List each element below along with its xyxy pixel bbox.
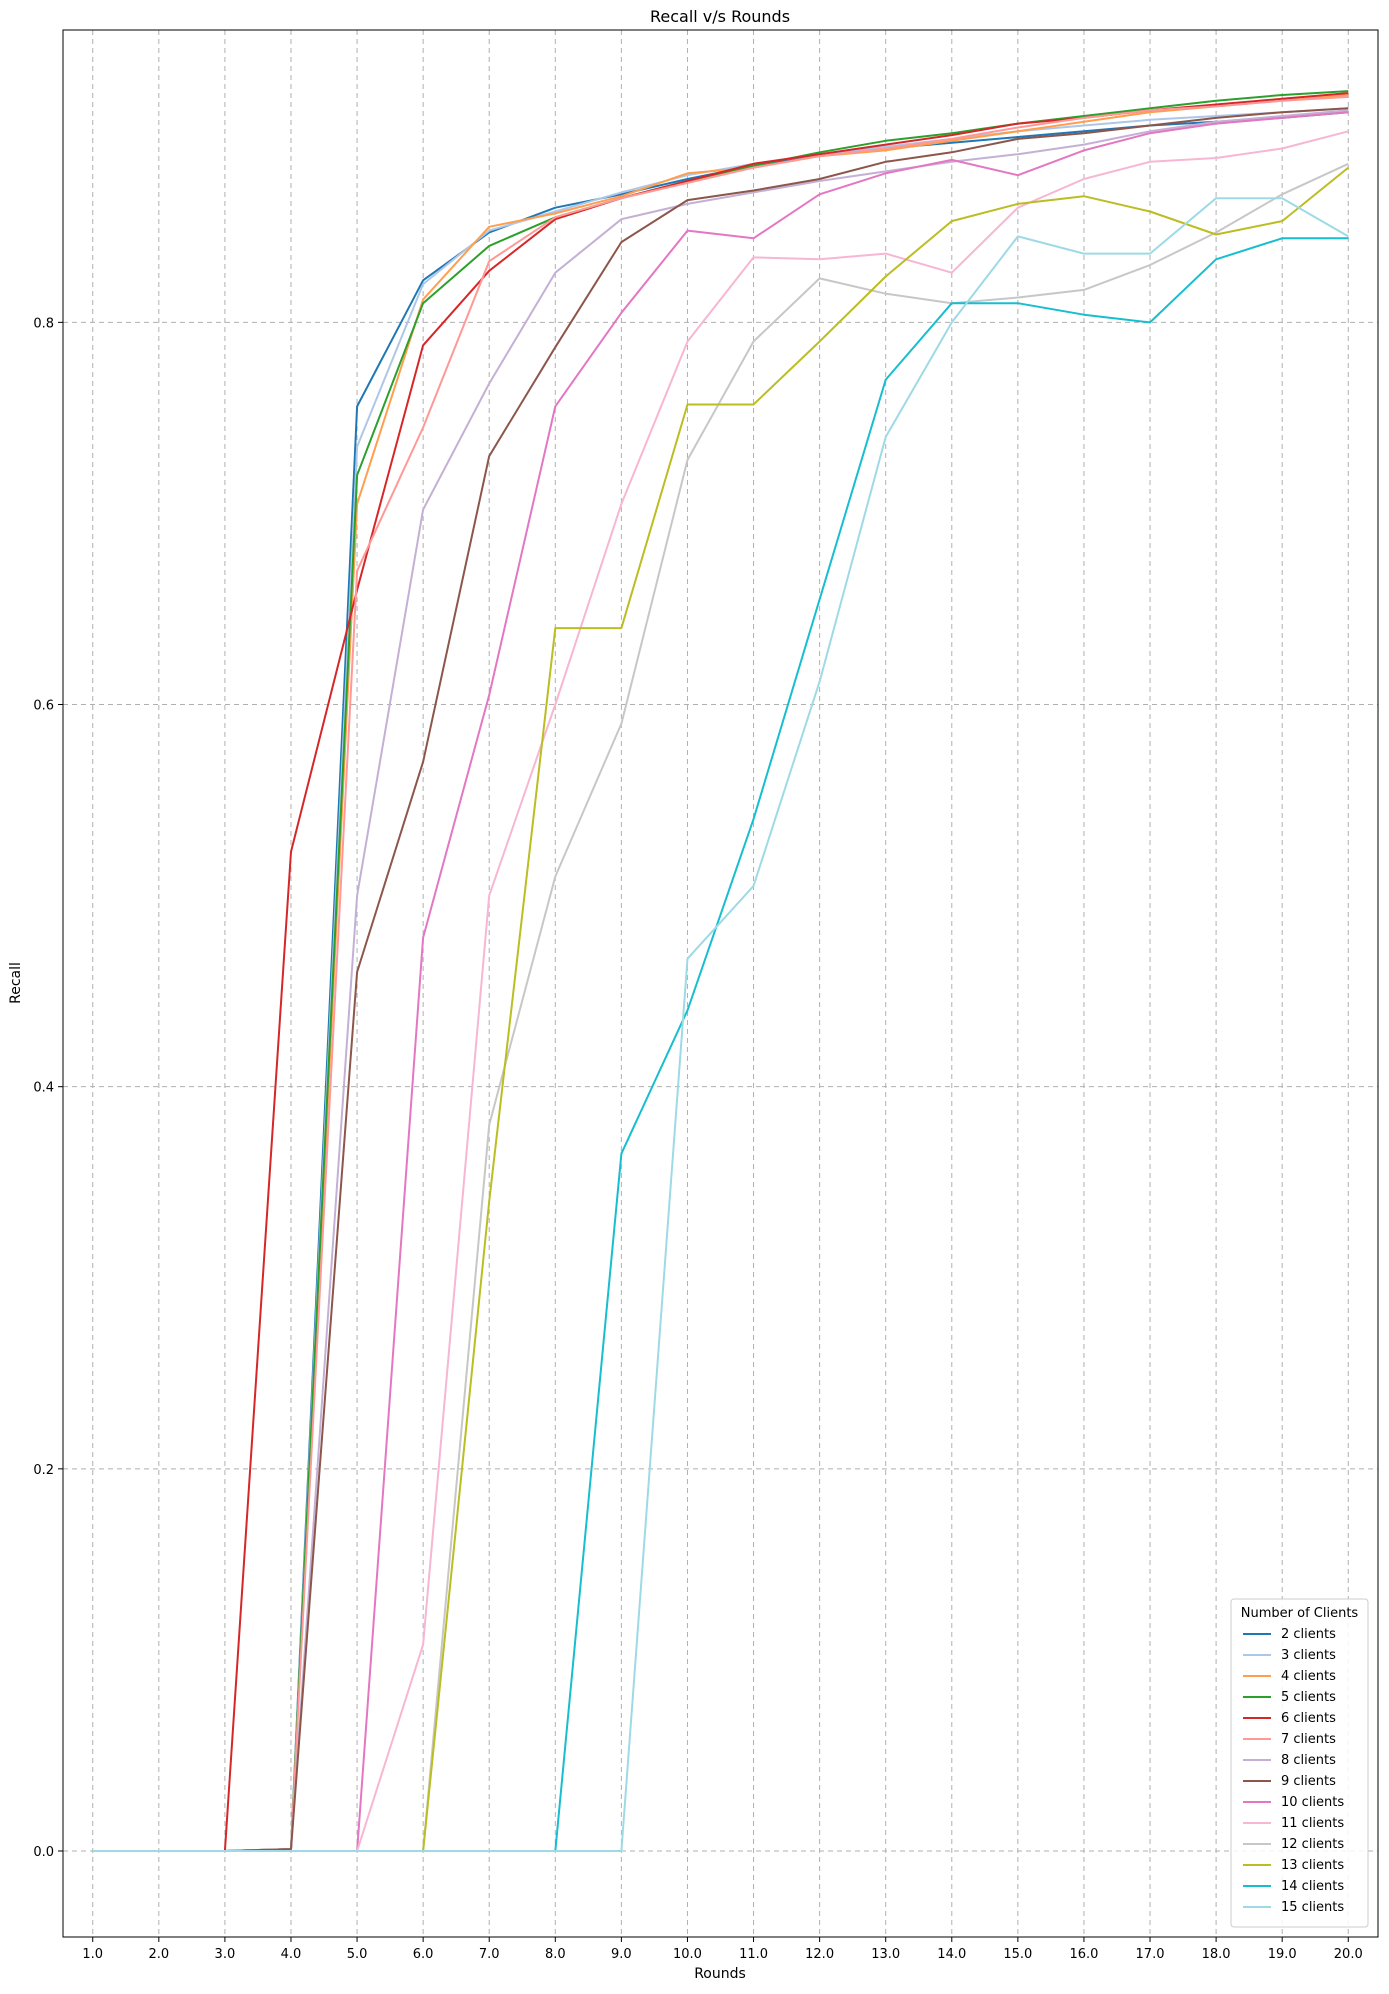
x-tick-label: 5.0 — [347, 1947, 368, 1962]
x-tick-label: 18.0 — [1202, 1947, 1231, 1962]
y-tick-label: 0.6 — [33, 699, 54, 714]
legend-entry-label: 15 clients — [1281, 1900, 1344, 1915]
legend-entry-label: 2 clients — [1281, 1627, 1336, 1642]
legend-entry-label: 7 clients — [1281, 1732, 1336, 1747]
legend-entry-label: 12 clients — [1281, 1837, 1344, 1852]
series-lines — [92, 90, 1349, 1852]
x-tick-label: 12.0 — [805, 1947, 834, 1962]
legend-entry-label: 3 clients — [1281, 1648, 1336, 1663]
chart-title: Recall v/s Rounds — [650, 7, 790, 26]
x-tick-label: 16.0 — [1069, 1947, 1098, 1962]
x-tick-label: 1.0 — [82, 1947, 103, 1962]
x-tick-label: 6.0 — [413, 1947, 434, 1962]
x-tick-label: 17.0 — [1136, 1947, 1165, 1962]
legend-entry-label: 4 clients — [1281, 1669, 1336, 1684]
y-axis-label: Recall — [8, 962, 24, 1004]
x-tick-label: 14.0 — [937, 1947, 966, 1962]
series-line-7-clients — [92, 95, 1349, 1852]
x-tick-label: 8.0 — [545, 1947, 566, 1962]
series-line-9-clients — [92, 107, 1349, 1852]
y-tick-label: 0.0 — [33, 1845, 54, 1860]
legend-entry-label: 11 clients — [1281, 1816, 1344, 1831]
x-tick-label: 19.0 — [1268, 1947, 1297, 1962]
legend-entry-label: 6 clients — [1281, 1711, 1336, 1726]
legend-entry-label: 5 clients — [1281, 1690, 1336, 1705]
x-tick-label: 2.0 — [148, 1947, 169, 1962]
x-tick-label: 15.0 — [1003, 1947, 1032, 1962]
y-tick-label: 0.4 — [33, 1081, 54, 1096]
x-axis-label: Rounds — [694, 1966, 746, 1982]
x-tick-label: 7.0 — [479, 1947, 500, 1962]
plot-frame — [62, 29, 1379, 1938]
x-tick-label: 4.0 — [281, 1947, 302, 1962]
axis-ticks: 1.0 2.0 3.0 4.0 5.0 6.0 7.0 8.0 9.0 10.0 11.0 12.0 1… — [33, 316, 1362, 1962]
y-tick-label: 0.8 — [33, 316, 54, 331]
series-line-15-clients — [92, 197, 1349, 1852]
legend-entry-label: 14 clients — [1281, 1879, 1344, 1894]
legend-entry-label: 13 clients — [1281, 1858, 1344, 1873]
x-tick-label: 9.0 — [611, 1947, 632, 1962]
legend-title: Number of Clients — [1241, 1606, 1359, 1621]
y-tick-label: 0.2 — [33, 1463, 54, 1478]
legend-entry-label: 9 clients — [1281, 1774, 1336, 1789]
x-tick-label: 13.0 — [871, 1947, 900, 1962]
x-tick-label: 11.0 — [739, 1947, 768, 1962]
legend-entry-label: 10 clients — [1281, 1795, 1344, 1810]
legend-entry-label: 8 clients — [1281, 1753, 1336, 1768]
x-tick-label: 3.0 — [215, 1947, 236, 1962]
x-tick-label: 10.0 — [673, 1947, 702, 1962]
legend: Number of Clients 2 clients 3 clients 4 cli… — [1230, 1598, 1369, 1928]
x-tick-label: 20.0 — [1334, 1947, 1363, 1962]
